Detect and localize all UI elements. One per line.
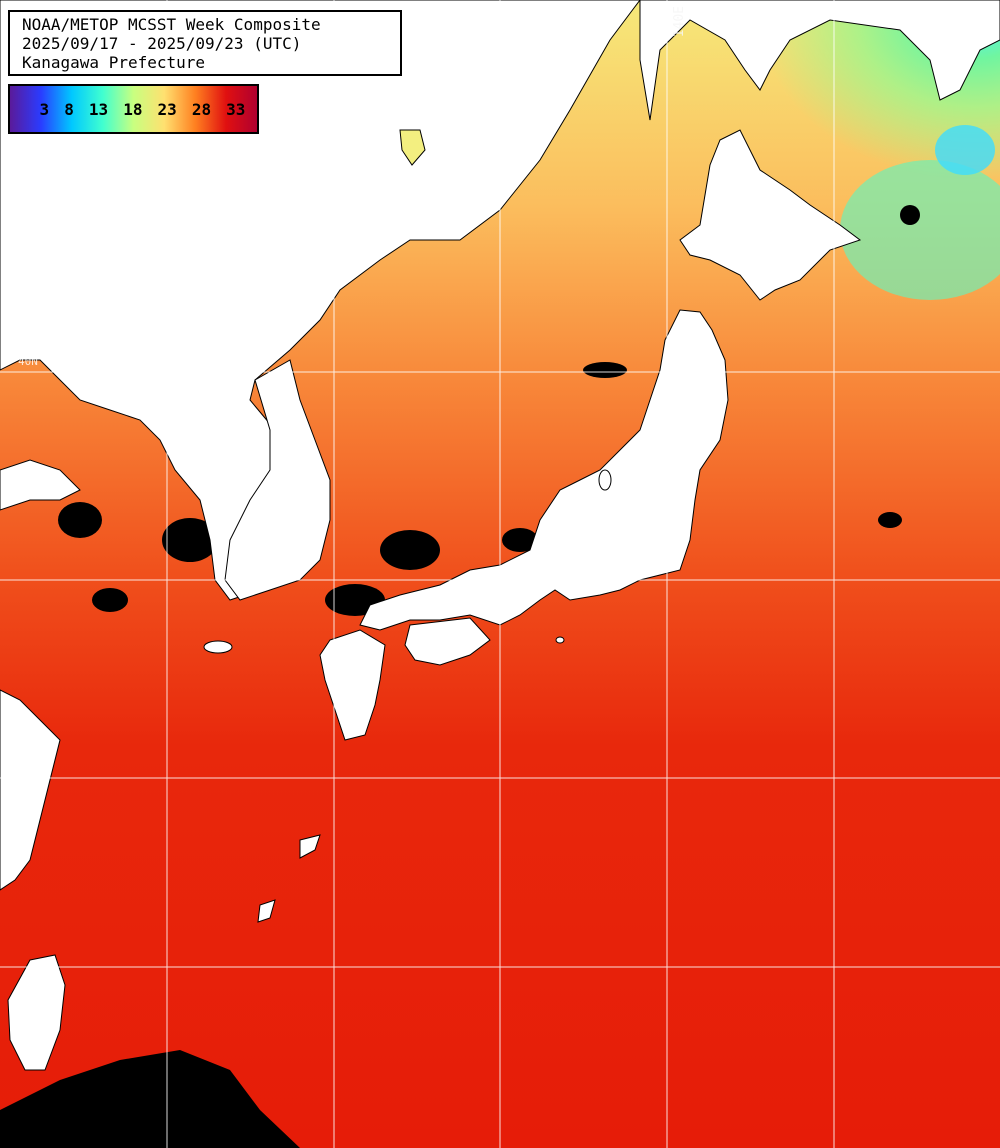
legend-tick: 33: [226, 99, 246, 119]
land-china-east: [0, 689, 61, 891]
land-kyushu: [319, 629, 386, 741]
legend-tick: 13: [88, 99, 109, 119]
cold-water-hokkaido-east: [840, 160, 1000, 300]
legend-tick: 18: [123, 99, 143, 119]
land-hokkaido: [679, 129, 862, 301]
product-title: NOAA/METOP MCSST Week Composite: [22, 15, 321, 34]
land-sado: [598, 469, 612, 491]
land-taiwan: [7, 954, 66, 1071]
region-name: Kanagawa Prefecture: [22, 53, 206, 72]
legend-tick: 28: [191, 99, 212, 119]
land-island-north: [399, 129, 426, 166]
latitude-label-40n: 40N: [18, 355, 38, 368]
land: [0, 0, 1000, 1071]
land-izu-1: [555, 636, 565, 644]
land-ryukyu-2: [257, 899, 276, 923]
cold-water-kuril: [935, 125, 995, 175]
land-shikoku: [404, 617, 491, 666]
land-korea: [224, 359, 331, 601]
title-box: NOAA/METOP MCSST Week Composite 2025/09/…: [8, 10, 402, 76]
land-jeju: [203, 640, 233, 654]
latitude-label-30n: 30N: [20, 761, 40, 774]
legend-tick: 3: [39, 99, 50, 119]
land-shandong: [0, 459, 81, 511]
legend-tick: 8: [64, 99, 74, 119]
temperature-color-scale: 3 8 13 18 23 28 33: [8, 84, 259, 134]
longitude-label-140e: 140E: [672, 6, 687, 38]
land-ryukyu-1: [299, 834, 321, 859]
land-honshu: [359, 309, 729, 631]
legend-tick: 23: [157, 99, 177, 119]
land-asia-northeast: [639, 0, 1000, 121]
date-range: 2025/09/17 - 2025/09/23 (UTC): [22, 34, 302, 53]
